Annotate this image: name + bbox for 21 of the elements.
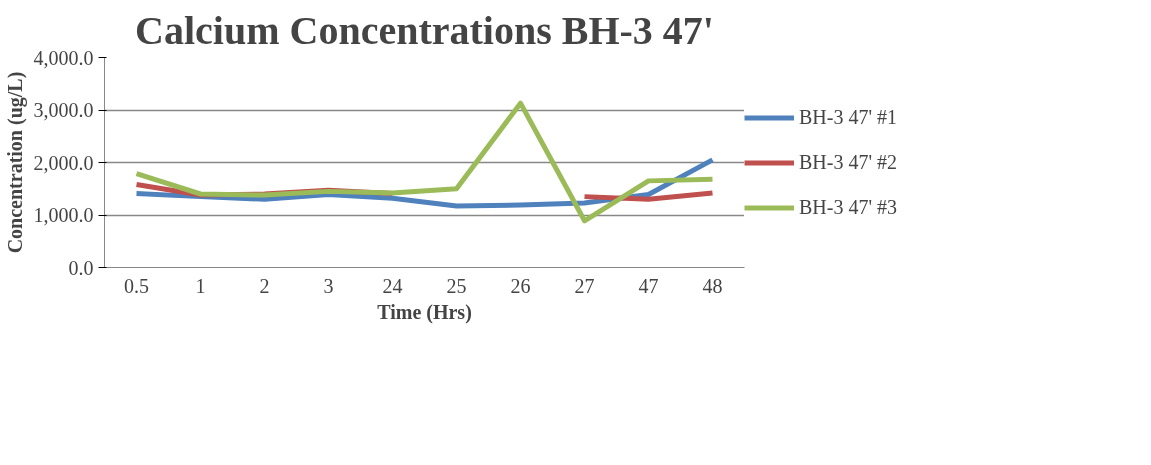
x-tick-label: 2 (259, 274, 270, 297)
y-tick-label: 3,000.0 (33, 99, 94, 121)
x-tick-label: 0.5 (124, 274, 149, 297)
x-tick-label: 24 (382, 274, 403, 297)
legend-label: BH-3 47' #2 (799, 150, 898, 174)
legend-label: BH-3 47' #1 (799, 105, 898, 129)
legend-label: BH-3 47' #3 (799, 195, 898, 219)
x-axis-title: Time (Hrs) (377, 300, 472, 324)
x-tick-label: 47 (638, 274, 659, 297)
x-tick-label: 3 (323, 274, 334, 297)
x-tick-label: 1 (195, 274, 206, 297)
y-tick-label: 0.0 (68, 256, 94, 279)
x-tick-label: 48 (702, 274, 723, 297)
x-tick-label: 25 (446, 274, 467, 297)
chart-title: Calcium Concentrations BH-3 47' (135, 7, 714, 53)
x-tick-label: 27 (574, 274, 595, 297)
y-tick-label: 1,000.0 (33, 204, 94, 226)
x-tick-label: 26 (510, 274, 531, 297)
y-tick-label: 2,000.0 (33, 151, 94, 174)
y-tick-label: 4,000.0 (33, 46, 94, 69)
y-axis-title: Concentration (ug/L) (3, 71, 27, 254)
